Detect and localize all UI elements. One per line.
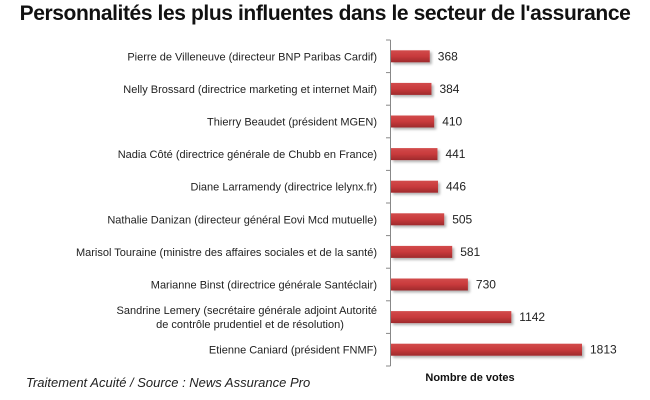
bar (391, 180, 438, 193)
data-label: 441 (445, 147, 465, 161)
source-note: Traitement Acuité / Source : News Assura… (26, 375, 311, 390)
data-label: 581 (460, 245, 480, 259)
data-label: 410 (442, 115, 462, 129)
data-label: 730 (476, 278, 496, 292)
data-label: 368 (438, 49, 458, 63)
bar (391, 343, 582, 356)
category-label: Sandrine Lemery (secrétaire générale adj… (117, 305, 377, 317)
data-label: 1142 (519, 310, 545, 324)
data-label: 446 (446, 180, 466, 194)
category-label: Etienne Caniard (président FNMF) (209, 345, 377, 357)
data-label: 1813 (590, 343, 617, 357)
category-label: Diane Larramendy (directrice lelynx.fr) (191, 182, 377, 194)
bar (391, 213, 445, 226)
x-axis-label: Nombre de votes (425, 372, 515, 384)
category-label: Nathalie Danizan (directeur général Eovi… (107, 214, 377, 226)
bar (391, 82, 432, 95)
bar (391, 311, 512, 324)
category-label: Nelly Brossard (directrice marketing et … (123, 84, 377, 96)
category-label: Nadia Côté (directrice générale de Chubb… (118, 149, 377, 161)
category-label: Thierry Beaudet (président MGEN) (207, 117, 377, 129)
bar (391, 148, 438, 161)
chart-title: Personnalités les plus influentes dans l… (19, 2, 631, 25)
bar (391, 278, 468, 291)
data-label: 384 (439, 82, 459, 96)
category-label: Marianne Binst (directrice générale Sant… (151, 280, 377, 292)
category-label: Marisol Touraine (ministre des affaires … (76, 247, 377, 259)
category-label: Pierre de Villeneuve (directeur BNP Pari… (127, 51, 377, 63)
bar (391, 50, 430, 63)
category-label: de contrôle prudentiel et de résolution) (156, 319, 344, 331)
bar (391, 115, 435, 128)
bar (391, 245, 453, 258)
data-label: 505 (452, 212, 472, 226)
